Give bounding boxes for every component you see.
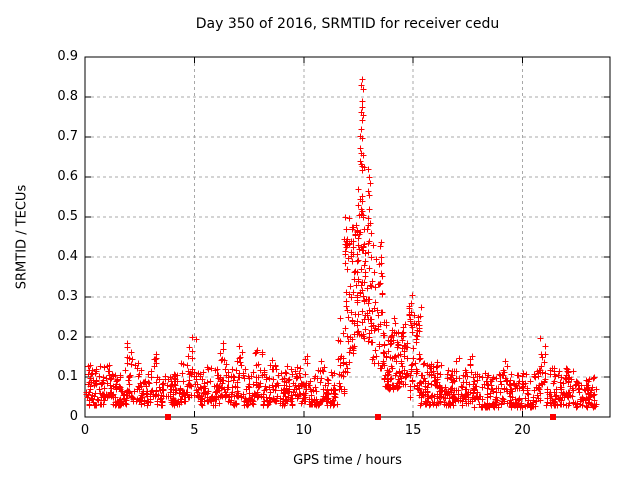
y-tick-label: 0.1 — [57, 369, 78, 384]
y-tick-label: 0.4 — [57, 249, 78, 264]
axis-ticks — [84, 56, 610, 418]
scatter-points — [83, 76, 600, 411]
x-tick-label: 5 — [190, 423, 199, 438]
plot-border — [84, 56, 611, 418]
y-tick-label: 0.7 — [57, 129, 78, 144]
y-tick-label: 0.5 — [57, 209, 78, 224]
x-tick-label: 15 — [404, 423, 422, 438]
x-tick-label: 10 — [295, 423, 313, 438]
zero-markers — [165, 414, 556, 420]
y-tick-label: 0.8 — [57, 89, 78, 104]
x-tick-label: 0 — [80, 423, 90, 438]
y-tick-label: 0.9 — [57, 49, 78, 64]
x-axis-label: GPS time / hours — [293, 453, 402, 468]
x-tick-label: 20 — [514, 423, 531, 438]
y-tick-label: 0.6 — [57, 169, 78, 184]
y-tick-label: 0 — [69, 409, 78, 424]
chart-title: Day 350 of 2016, SRMTID for receiver ced… — [195, 16, 500, 32]
grid-lines — [85, 57, 610, 417]
y-tick-label: 0.2 — [57, 329, 78, 344]
y-tick-label: 0.3 — [57, 289, 78, 304]
y-axis-label: SRMTID / TECUs — [14, 184, 30, 290]
